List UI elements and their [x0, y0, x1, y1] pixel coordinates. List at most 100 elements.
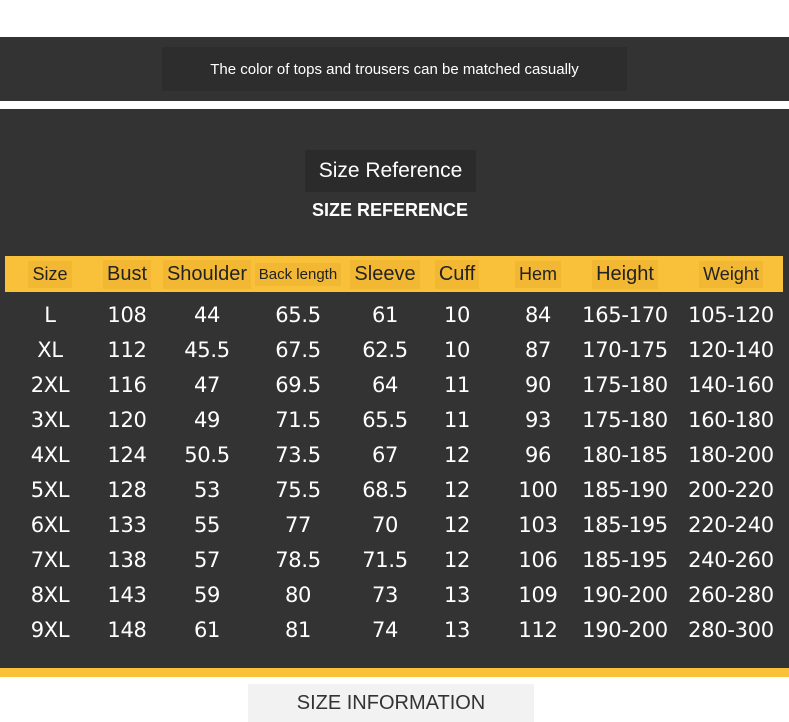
column-header: Weight: [681, 256, 781, 292]
table-cell: 128: [107, 478, 147, 502]
table-cell: 90: [524, 373, 552, 397]
table-cell: 68.5: [362, 478, 408, 502]
table-cell: 170-175: [582, 338, 668, 362]
table-cell: 190-200: [582, 618, 668, 642]
table-cell: 81: [284, 618, 312, 642]
table-cell: 47: [193, 373, 221, 397]
table-cell: 116: [107, 373, 147, 397]
column-header: Height: [575, 256, 675, 292]
table-cell: 8XL: [30, 583, 70, 607]
table-cell: 120-140: [688, 338, 774, 362]
table-cell: 3XL: [30, 408, 70, 432]
table-cell: 148: [107, 618, 147, 642]
table-cell: 69.5: [275, 373, 321, 397]
column-header: Sleeve: [345, 256, 425, 292]
table-cell: 175-180: [582, 373, 668, 397]
table-cell: 7XL: [30, 548, 70, 572]
table-cell: 77: [284, 513, 312, 537]
table-cell: 2XL: [30, 373, 70, 397]
table-cell: 260-280: [688, 583, 774, 607]
table-cell: 165-170: [582, 303, 668, 327]
section-subtitle: SIZE REFERENCE: [311, 199, 469, 220]
table-cell: 5XL: [30, 478, 70, 502]
section-title: Size Reference: [305, 150, 476, 192]
table-cell: 220-240: [688, 513, 774, 537]
table-cell: 100: [518, 478, 558, 502]
table-cell: 12: [443, 478, 471, 502]
table-cell: 49: [193, 408, 221, 432]
table-cell: 65.5: [275, 303, 321, 327]
table-cell: 78.5: [275, 548, 321, 572]
table-cell: 74: [371, 618, 399, 642]
table-cell: 44: [193, 303, 221, 327]
column-header: Size: [20, 256, 80, 292]
table-cell: L: [44, 303, 56, 327]
table-cell: 61: [193, 618, 221, 642]
table-cell: 59: [193, 583, 221, 607]
table-cell: 124: [107, 443, 147, 467]
table-cell: 64: [371, 373, 399, 397]
table-cell: 62.5: [362, 338, 408, 362]
table-cell: 71.5: [362, 548, 408, 572]
table-cell: 6XL: [30, 513, 70, 537]
table-cell: 112: [107, 338, 147, 362]
table-cell: 160-180: [688, 408, 774, 432]
table-cell: 45.5: [184, 338, 230, 362]
table-cell: 12: [443, 548, 471, 572]
table-cell: 190-200: [582, 583, 668, 607]
table-cell: 12: [443, 513, 471, 537]
table-cell: 67.5: [275, 338, 321, 362]
table-cell: 71.5: [275, 408, 321, 432]
table-cell: 75.5: [275, 478, 321, 502]
table-cell: 11: [443, 408, 471, 432]
table-cell: 120: [107, 408, 147, 432]
table-cell: 105-120: [688, 303, 774, 327]
table-cell: 11: [443, 373, 471, 397]
table-cell: 185-190: [582, 478, 668, 502]
table-cell: 200-220: [688, 478, 774, 502]
table-cell: 180-200: [688, 443, 774, 467]
table-cell: 175-180: [582, 408, 668, 432]
table-cell: 13: [443, 618, 471, 642]
table-cell: 57: [193, 548, 221, 572]
table-cell: 103: [518, 513, 558, 537]
table-cell: 10: [443, 338, 471, 362]
bottom-accent-stripe: [0, 668, 789, 677]
table-cell: 13: [443, 583, 471, 607]
table-cell: XL: [37, 338, 63, 362]
table-cell: 10: [443, 303, 471, 327]
table-cell: 67: [371, 443, 399, 467]
table-cell: 112: [518, 618, 558, 642]
table-cell: 55: [193, 513, 221, 537]
table-cell: 73.5: [275, 443, 321, 467]
table-cell: 65.5: [362, 408, 408, 432]
table-cell: 9XL: [30, 618, 70, 642]
banner-text: The color of tops and trousers can be ma…: [162, 47, 627, 91]
table-cell: 109: [518, 583, 558, 607]
table-cell: 140-160: [688, 373, 774, 397]
column-header: Hem: [503, 256, 573, 292]
table-cell: 4XL: [30, 443, 70, 467]
table-cell: 70: [371, 513, 399, 537]
column-header: Cuff: [427, 256, 487, 292]
column-header: Bust: [97, 256, 157, 292]
table-cell: 185-195: [582, 548, 668, 572]
table-cell: 106: [518, 548, 558, 572]
table-cell: 240-260: [688, 548, 774, 572]
table-cell: 73: [371, 583, 399, 607]
table-cell: 12: [443, 443, 471, 467]
column-header: Back length: [248, 256, 348, 292]
table-cell: 80: [284, 583, 312, 607]
table-cell: 280-300: [688, 618, 774, 642]
table-cell: 138: [107, 548, 147, 572]
size-information-label: SIZE INFORMATION: [248, 684, 534, 722]
table-cell: 108: [107, 303, 147, 327]
table-cell: 185-195: [582, 513, 668, 537]
table-cell: 93: [524, 408, 552, 432]
table-cell: 53: [193, 478, 221, 502]
table-cell: 133: [107, 513, 147, 537]
table-cell: 84: [524, 303, 552, 327]
table-cell: 180-185: [582, 443, 668, 467]
table-cell: 87: [524, 338, 552, 362]
table-cell: 50.5: [184, 443, 230, 467]
